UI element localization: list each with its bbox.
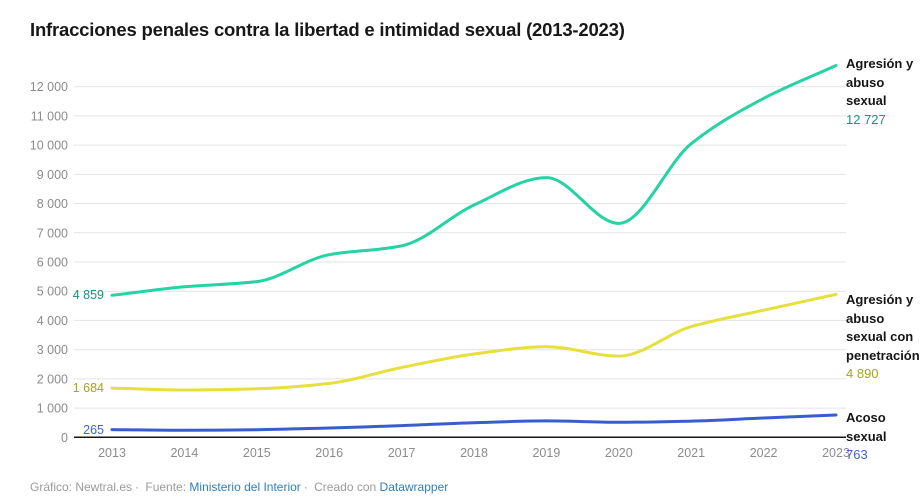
source-link[interactable]: Ministerio del Interior (189, 480, 301, 494)
series-name-label: Acoso sexual (846, 410, 887, 444)
x-tick-label: 2023 (822, 446, 850, 460)
series-end-value: 763 (846, 447, 868, 462)
chart-title: Infracciones penales contra la libertad … (30, 19, 625, 40)
graphic-credit: Gráfico: Newtral.es (30, 480, 133, 494)
x-tick-label: 2021 (677, 446, 705, 460)
y-tick-label: 6 000 (37, 256, 68, 270)
x-tick-label: 2015 (243, 446, 271, 460)
x-tick-label: 2017 (388, 446, 416, 460)
y-tick-label: 10 000 (30, 139, 68, 153)
attribution-footer: Gráfico: Newtral.es · Fuente: Ministerio … (0, 477, 924, 503)
y-tick-label: 11 000 (31, 109, 68, 123)
data-line-0 (110, 64, 838, 297)
y-tick-label: 8 000 (37, 197, 68, 211)
y-tick-label: 2 000 (37, 372, 68, 386)
y-tick-label: 9 000 (37, 168, 68, 182)
line-chart-plot: 0 1 000 2 000 3 000 4 000 5 000 6 000 7 000 8 00… (30, 64, 850, 460)
x-tick-label: 2019 (532, 446, 560, 460)
x-tick-label: 2014 (170, 446, 198, 460)
series-annotation-agresion-abuso: Agresión y abuso sexual 12 727 (846, 55, 922, 129)
y-tick-label: 1 000 (37, 402, 68, 416)
source-label: Fuente: (145, 480, 187, 494)
y-tick-label: 0 (61, 431, 68, 445)
data-line-1 (110, 292, 838, 392)
x-tick-label: 2018 (460, 446, 488, 460)
x-tick-label: 2020 (605, 446, 633, 460)
series-end-value: 12 727 (846, 111, 886, 127)
y-tick-label: 7 000 (37, 226, 68, 240)
series-annotation-acoso: Acoso sexual 763 (846, 409, 922, 465)
series-annotation-penetracion: Agresión y abuso sexual con penetración … (846, 291, 922, 384)
x-tick-label: 2016 (315, 446, 343, 460)
series-end-value: 4 890 (846, 366, 879, 381)
datawrapper-link[interactable]: Datawrapper (379, 480, 449, 494)
series-name-label: Agresión y abuso sexual con penetración (846, 292, 920, 363)
x-tick-label: 2013 (98, 446, 126, 460)
series-name-label: Agresión y abuso sexual (846, 56, 914, 108)
x-tick-label: 2022 (750, 446, 778, 460)
series-start-value-agresion-abuso: 4 859 (72, 288, 104, 303)
separator-dot: · (135, 480, 140, 494)
data-line-2 (110, 413, 838, 432)
y-tick-label: 5 000 (37, 285, 68, 299)
series-start-value-acoso: 265 (83, 422, 104, 437)
y-tick-label: 3 000 (37, 343, 68, 357)
y-tick-label: 4 000 (37, 314, 68, 328)
series-start-value-penetracion: 1 684 (72, 381, 104, 396)
y-tick-label: 12 000 (30, 80, 68, 94)
separator-dot: · (303, 480, 308, 494)
created-with-label: Creado con (314, 480, 377, 494)
